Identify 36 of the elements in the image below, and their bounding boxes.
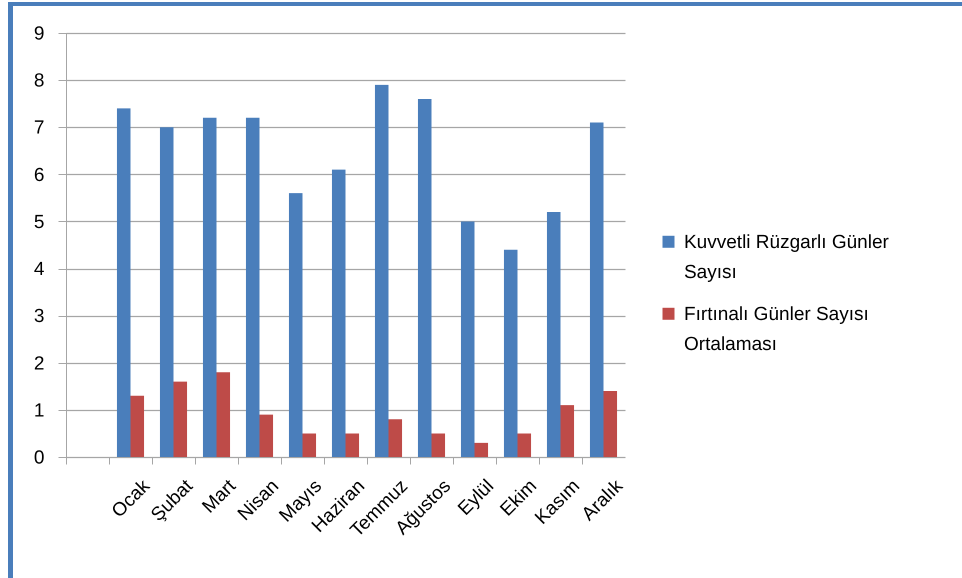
bar — [130, 396, 144, 457]
bar — [374, 84, 388, 457]
y-tick-label: 3 — [34, 306, 44, 328]
bar — [260, 414, 274, 457]
bar — [332, 170, 346, 457]
bar — [560, 405, 574, 457]
y-tick-label: 4 — [34, 259, 45, 280]
bar — [246, 118, 260, 457]
y-tick-label: 9 — [34, 24, 44, 44]
y-tick-label: 7 — [34, 118, 44, 139]
bar — [160, 127, 174, 457]
bar — [388, 419, 402, 457]
bar — [116, 108, 130, 457]
bar — [202, 118, 216, 457]
bar — [302, 433, 316, 457]
bar — [546, 212, 560, 457]
bar — [518, 433, 532, 457]
y-tick-label: 1 — [34, 400, 44, 422]
bar — [174, 382, 188, 457]
bar — [418, 98, 432, 457]
bar — [346, 433, 360, 457]
y-tick-label: 0 — [34, 448, 44, 468]
bar — [432, 433, 446, 457]
legend-label: Fırtınalı Günler Sayısı Ortalaması — [684, 304, 869, 355]
bar — [216, 372, 230, 457]
bar — [604, 391, 618, 457]
bar — [590, 122, 604, 457]
bar — [460, 221, 474, 457]
bar — [288, 193, 302, 457]
legend-label: Kuvvetli Rüzgarlı Günler Sayısı — [684, 232, 890, 283]
y-tick-label: 5 — [34, 212, 44, 233]
bar — [504, 250, 518, 457]
y-tick-label: 2 — [34, 353, 44, 374]
bar — [474, 442, 488, 457]
y-tick-label: 6 — [34, 164, 44, 186]
y-tick-label: 8 — [34, 70, 44, 92]
